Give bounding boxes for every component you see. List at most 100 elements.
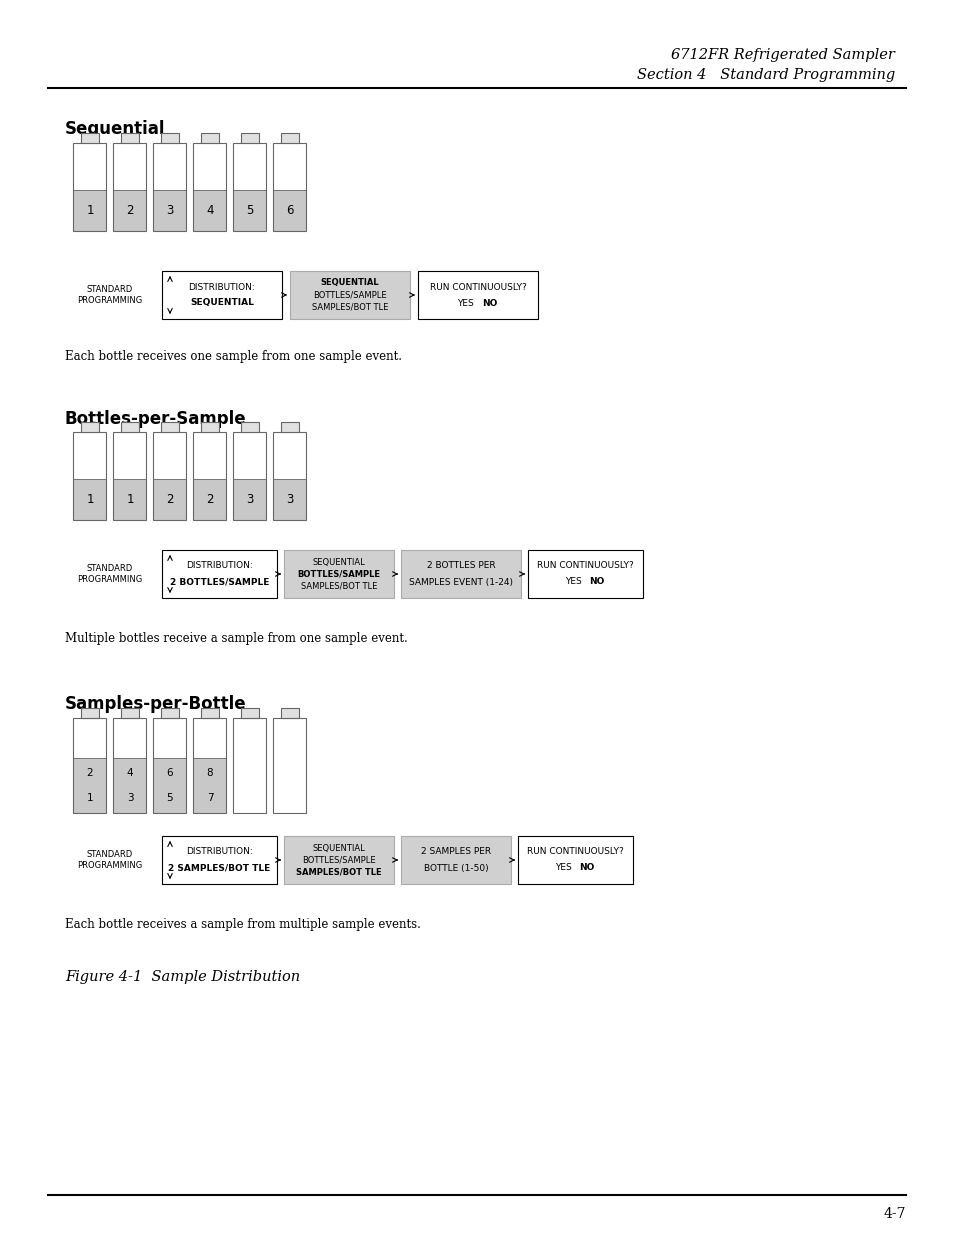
Text: 6: 6 <box>286 204 294 217</box>
Bar <box>280 708 298 718</box>
Text: 1: 1 <box>86 493 93 506</box>
Text: YES: YES <box>456 299 474 308</box>
Bar <box>280 133 298 143</box>
Bar <box>73 432 107 520</box>
Bar <box>241 708 259 718</box>
Bar <box>162 550 276 598</box>
Bar <box>153 718 186 813</box>
Bar <box>241 133 259 143</box>
Text: Section 4   Standard Programming: Section 4 Standard Programming <box>636 68 894 82</box>
Text: 2: 2 <box>126 204 133 217</box>
Bar <box>280 422 298 432</box>
Bar <box>527 550 642 598</box>
Bar <box>241 422 259 432</box>
Bar <box>153 432 186 520</box>
Bar <box>233 479 266 520</box>
Bar <box>274 432 306 520</box>
Text: BOTTLES/SAMPLE: BOTTLES/SAMPLE <box>297 569 380 578</box>
Bar <box>73 758 107 813</box>
Bar <box>193 432 226 520</box>
Bar <box>81 422 99 432</box>
Text: RUN CONTINUOUSLY?: RUN CONTINUOUSLY? <box>429 283 526 291</box>
Text: BOTTLES/SAMPLE: BOTTLES/SAMPLE <box>313 290 386 300</box>
Bar <box>121 422 139 432</box>
Text: 2: 2 <box>206 493 213 506</box>
Bar <box>193 479 226 520</box>
Bar <box>113 432 147 520</box>
Text: 5: 5 <box>167 793 173 803</box>
Bar <box>274 718 306 813</box>
Text: Sequential: Sequential <box>65 120 165 138</box>
Bar <box>284 550 394 598</box>
Text: SAMPLES/BOT TLE: SAMPLES/BOT TLE <box>295 867 381 877</box>
Text: 8: 8 <box>207 768 213 778</box>
Bar <box>73 718 107 813</box>
Bar <box>81 708 99 718</box>
Bar <box>73 479 107 520</box>
Text: 1: 1 <box>87 793 93 803</box>
Bar <box>73 432 107 479</box>
Bar <box>193 432 226 479</box>
Text: Samples-per-Bottle: Samples-per-Bottle <box>65 695 247 713</box>
Bar <box>290 270 410 319</box>
Bar <box>153 432 186 479</box>
Bar <box>193 718 226 813</box>
Bar <box>113 143 147 190</box>
Text: BOTTLE (1-50): BOTTLE (1-50) <box>423 863 488 872</box>
Text: DISTRIBUTION:: DISTRIBUTION: <box>186 847 253 857</box>
Text: 5: 5 <box>246 204 253 217</box>
Bar <box>274 432 306 479</box>
Text: RUN CONTINUOUSLY?: RUN CONTINUOUSLY? <box>527 847 623 857</box>
Bar <box>73 718 107 758</box>
Text: SAMPLES/BOT TLE: SAMPLES/BOT TLE <box>312 303 388 311</box>
Bar <box>121 133 139 143</box>
Text: SEQUENTIAL: SEQUENTIAL <box>320 279 379 288</box>
Bar <box>81 133 99 143</box>
Text: 3: 3 <box>246 493 253 506</box>
Bar <box>193 718 226 758</box>
Bar <box>201 708 219 718</box>
Text: SEQUENTIAL: SEQUENTIAL <box>190 299 253 308</box>
Text: 2: 2 <box>166 493 173 506</box>
Bar <box>201 422 219 432</box>
Text: 1: 1 <box>86 204 93 217</box>
Text: NO: NO <box>589 578 604 587</box>
Bar <box>400 550 520 598</box>
Bar <box>233 432 266 520</box>
Text: 6: 6 <box>167 768 173 778</box>
Bar <box>121 708 139 718</box>
Bar <box>153 190 186 231</box>
Text: SEQUENTIAL: SEQUENTIAL <box>313 844 365 852</box>
Text: 2 BOTTLES PER: 2 BOTTLES PER <box>426 562 495 571</box>
Text: Figure 4-1  Sample Distribution: Figure 4-1 Sample Distribution <box>65 969 300 984</box>
Bar <box>73 190 107 231</box>
Text: Each bottle receives a sample from multiple sample events.: Each bottle receives a sample from multi… <box>65 918 420 931</box>
Bar <box>201 133 219 143</box>
Text: RUN CONTINUOUSLY?: RUN CONTINUOUSLY? <box>537 562 633 571</box>
Bar <box>153 143 186 231</box>
Bar <box>113 190 147 231</box>
Text: 2: 2 <box>87 768 93 778</box>
Bar <box>161 708 179 718</box>
Text: 6712FR Refrigerated Sampler: 6712FR Refrigerated Sampler <box>670 48 894 62</box>
Text: 2 SAMPLES/BOT TLE: 2 SAMPLES/BOT TLE <box>168 863 271 872</box>
Bar <box>153 143 186 190</box>
Text: Bottles-per-Sample: Bottles-per-Sample <box>65 410 247 429</box>
Bar <box>161 133 179 143</box>
Bar <box>193 143 226 190</box>
Text: 4-7: 4-7 <box>882 1207 905 1221</box>
Bar <box>274 143 306 190</box>
Bar <box>113 758 147 813</box>
Text: SEQUENTIAL: SEQUENTIAL <box>313 557 365 567</box>
Bar <box>400 836 511 884</box>
Text: BOTTLES/SAMPLE: BOTTLES/SAMPLE <box>302 856 375 864</box>
Text: SAMPLES EVENT (1-24): SAMPLES EVENT (1-24) <box>409 578 513 587</box>
Text: 3: 3 <box>166 204 173 217</box>
Text: 7: 7 <box>207 793 213 803</box>
Bar <box>153 718 186 758</box>
Bar <box>517 836 633 884</box>
Text: 3: 3 <box>286 493 294 506</box>
Text: 4: 4 <box>127 768 133 778</box>
Text: NO: NO <box>578 863 595 872</box>
Text: Multiple bottles receive a sample from one sample event.: Multiple bottles receive a sample from o… <box>65 632 407 645</box>
